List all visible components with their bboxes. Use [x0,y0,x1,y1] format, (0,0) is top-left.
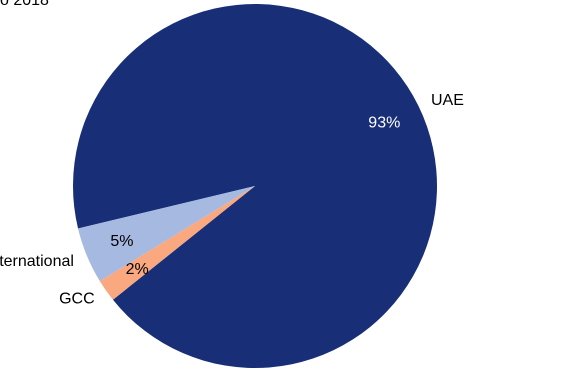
pie-slice-gcc [99,186,255,300]
data-label-gcc: 2% [126,261,149,278]
category-label-uae: UAE [431,92,464,109]
data-label-uae: 93% [368,115,400,132]
pie-slice-international [78,186,255,282]
chart-title: o 2018 [0,0,49,9]
category-label-international: International [0,253,74,270]
data-label-international: 5% [110,233,133,250]
category-label-gcc: GCC [59,291,95,308]
pie-slice-uae [72,4,437,369]
